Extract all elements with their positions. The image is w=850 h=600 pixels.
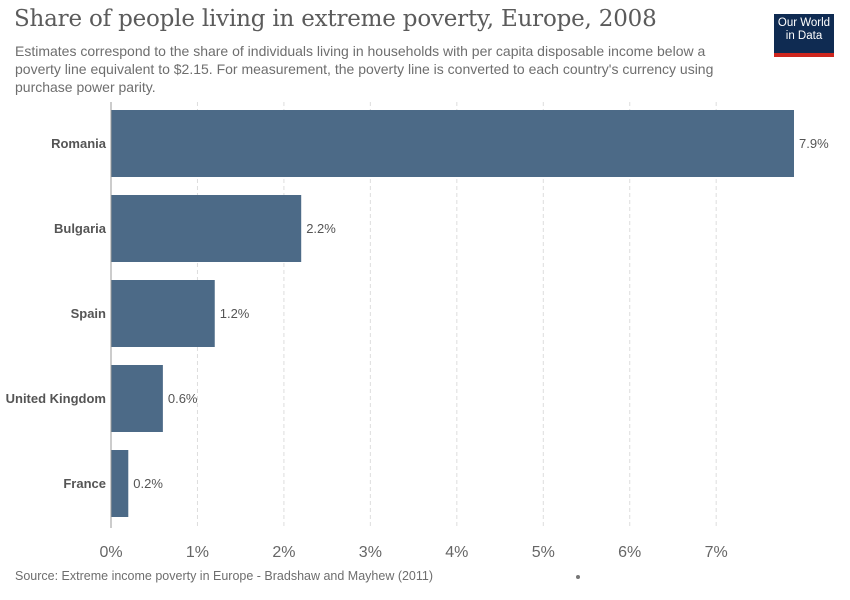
bar [111,365,163,432]
x-tick-label: 4% [445,544,468,561]
category-label: Bulgaria [54,221,107,236]
category-label: France [63,476,106,491]
category-label: Spain [71,306,106,321]
bar [111,450,129,517]
x-tick-label: 7% [705,544,728,561]
bar [111,110,794,177]
value-label: 0.2% [133,476,163,491]
chart-subtitle: Estimates correspond to the share of ind… [15,43,714,95]
value-label: 1.2% [220,306,250,321]
x-tick-label: 6% [618,544,641,561]
category-label: United Kingdom [6,391,106,406]
x-tick-label: 1% [186,544,209,561]
x-tick-label: 2% [272,544,295,561]
value-label: 0.6% [168,391,198,406]
chart-title: Share of people living in extreme povert… [14,6,657,32]
value-label: 7.9% [799,136,829,151]
x-tick-label: 3% [359,544,382,561]
x-tick-label: 0% [99,544,122,561]
source-note[interactable]: Source: Extreme income poverty in Europe… [15,569,434,583]
bar [111,195,302,262]
owid-logo[interactable]: Our World in Data [774,14,834,57]
value-label: 2.2% [306,221,336,236]
category-label: Romania [51,136,107,151]
logo-line-2: in Data [785,30,823,42]
footer-dot [576,575,580,579]
bar [111,280,215,347]
logo-line-1: Our World [777,17,831,29]
x-tick-label: 5% [532,544,555,561]
